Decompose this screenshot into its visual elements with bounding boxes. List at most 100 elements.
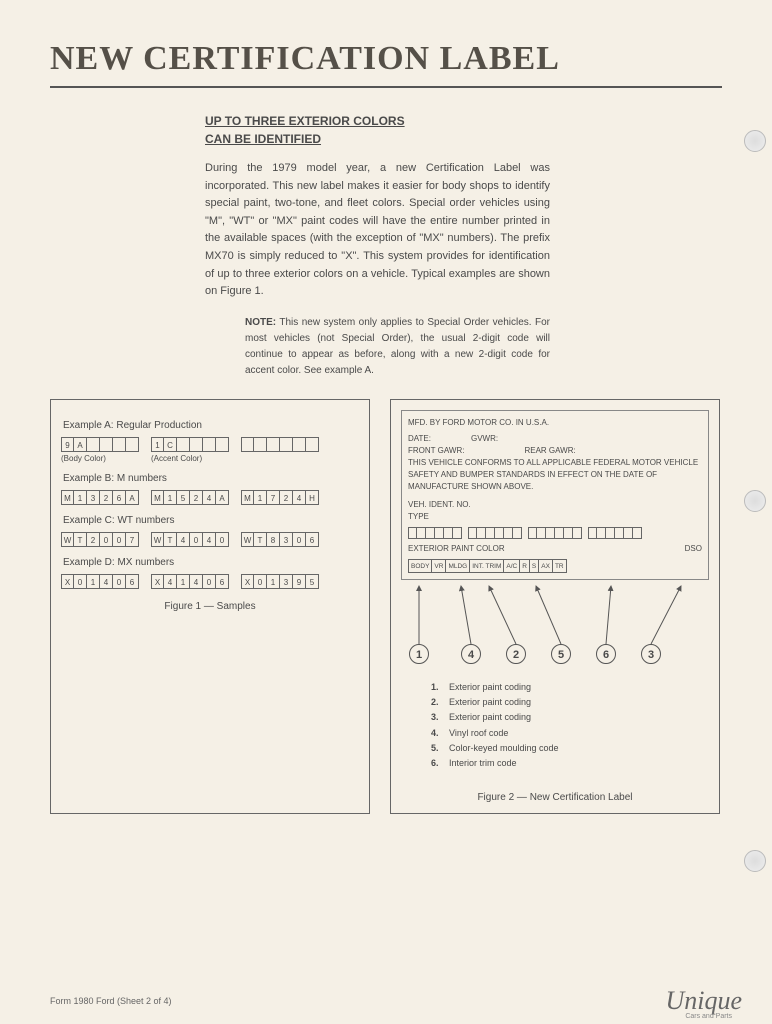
code-cell: T <box>164 532 177 547</box>
vin-cell <box>513 527 522 539</box>
vin-cell <box>564 527 573 539</box>
code-cell <box>87 437 100 452</box>
code-cell: 2 <box>190 490 203 505</box>
code-cell: 4 <box>293 490 306 505</box>
vin-cell <box>444 527 453 539</box>
code-cell <box>190 437 203 452</box>
code-cell: M <box>61 490 74 505</box>
code-cell: 1 <box>267 574 280 589</box>
punch-hole <box>744 850 766 872</box>
title-rule <box>50 86 722 88</box>
code-cell <box>177 437 190 452</box>
vin-cell <box>435 527 444 539</box>
date-label: DATE: <box>408 433 431 445</box>
example-c-cells: WT2007 WT4040 WT8306 <box>61 532 359 547</box>
code-cell: 0 <box>113 574 126 589</box>
callout-1: 1 <box>409 644 429 664</box>
code-cell: X <box>241 574 254 589</box>
code-cell <box>293 437 306 452</box>
code-cell <box>280 437 293 452</box>
legend-item: 2.Exterior paint coding <box>431 695 709 710</box>
paint-table: BODYVRMLDGINT. TRIMA/CRSAXTR <box>408 559 702 573</box>
vin-cell <box>486 527 495 539</box>
code-cell: H <box>306 490 319 505</box>
code-cell <box>203 437 216 452</box>
vin-cell <box>417 527 426 539</box>
vin-cell <box>468 527 477 539</box>
code-cell: 1 <box>254 490 267 505</box>
watermark: Unique <box>665 986 742 1016</box>
code-cell: A <box>74 437 87 452</box>
callout-6: 6 <box>596 644 616 664</box>
paint-col: TR <box>553 559 567 573</box>
callout-2: 2 <box>506 644 526 664</box>
code-cell: 0 <box>203 574 216 589</box>
code-cell: 4 <box>100 574 113 589</box>
dso-label: DSO <box>685 543 702 555</box>
front-gawr-label: FRONT GAWR: <box>408 445 464 457</box>
vin-label: VEH. IDENT. NO. <box>408 499 702 511</box>
figure-2-caption: Figure 2 — New Certification Label <box>401 792 709 803</box>
code-cell <box>216 437 229 452</box>
code-cell: 8 <box>267 532 280 547</box>
vin-cells <box>408 527 702 539</box>
vin-cell <box>615 527 624 539</box>
subtitle: UP TO THREE EXTERIOR COLORS CAN BE IDENT… <box>205 112 722 148</box>
example-b-cells: M1326A M1524A M1724H <box>61 490 359 505</box>
paint-col: INT. TRIM <box>470 559 504 573</box>
example-d-cells: X01406 X41406 X01395 <box>61 574 359 589</box>
code-cell: W <box>151 532 164 547</box>
vin-cell <box>597 527 606 539</box>
code-cell: X <box>61 574 74 589</box>
figure-1-caption: Figure 1 — Samples <box>61 601 359 612</box>
figures-row: Example A: Regular Production 9A (Body C… <box>50 399 722 814</box>
code-cell: 0 <box>100 532 113 547</box>
code-cell: 3 <box>280 532 293 547</box>
code-cell: 6 <box>216 574 229 589</box>
code-cell: 4 <box>164 574 177 589</box>
vin-cell <box>537 527 546 539</box>
legend-item: 6.Interior trim code <box>431 756 709 771</box>
conform-text: THIS VEHICLE CONFORMS TO ALL APPLICABLE … <box>408 457 702 493</box>
vin-cell <box>606 527 615 539</box>
code-cell: A <box>126 490 139 505</box>
vin-cell <box>477 527 486 539</box>
code-cell: 3 <box>87 490 100 505</box>
gvwr-label: GVWR: <box>471 433 498 445</box>
paint-col: S <box>530 559 539 573</box>
legend-item: 5.Color-keyed moulding code <box>431 741 709 756</box>
watermark-sub: Cars and Parts <box>685 1013 732 1020</box>
code-cell: 9 <box>293 574 306 589</box>
paint-col: VR <box>432 559 446 573</box>
example-d-label: Example D: MX numbers <box>63 557 359 568</box>
type-label: TYPE <box>408 511 702 523</box>
vin-cell <box>528 527 537 539</box>
paint-col: MLDG <box>446 559 470 573</box>
paint-col: BODY <box>408 559 432 573</box>
punch-hole <box>744 490 766 512</box>
vin-cell <box>633 527 642 539</box>
callout-arrows: 1 4 2 5 6 3 <box>401 584 709 674</box>
code-cell: 4 <box>203 490 216 505</box>
vin-cell <box>408 527 417 539</box>
code-cell: 0 <box>190 532 203 547</box>
code-cell <box>113 437 126 452</box>
example-c-label: Example C: WT numbers <box>63 515 359 526</box>
callout-4: 4 <box>461 644 481 664</box>
example-a-cells: 9A (Body Color) 1C (Accent Color) <box>61 437 359 463</box>
code-cell: 9 <box>61 437 74 452</box>
code-cell: 3 <box>280 574 293 589</box>
code-cell: 2 <box>100 490 113 505</box>
code-cell: 4 <box>177 532 190 547</box>
figure-2: MFD. BY FORD MOTOR CO. IN U.S.A. DATE: G… <box>390 399 720 814</box>
code-cell: 4 <box>203 532 216 547</box>
note-body: This new system only applies to Special … <box>245 317 550 376</box>
vin-cell <box>573 527 582 539</box>
code-cell: 4 <box>190 574 203 589</box>
code-cell: 0 <box>113 532 126 547</box>
code-cell: 0 <box>216 532 229 547</box>
code-cell: T <box>254 532 267 547</box>
code-cell: 1 <box>74 490 87 505</box>
legend-item: 3.Exterior paint coding <box>431 710 709 725</box>
code-cell: 0 <box>254 574 267 589</box>
